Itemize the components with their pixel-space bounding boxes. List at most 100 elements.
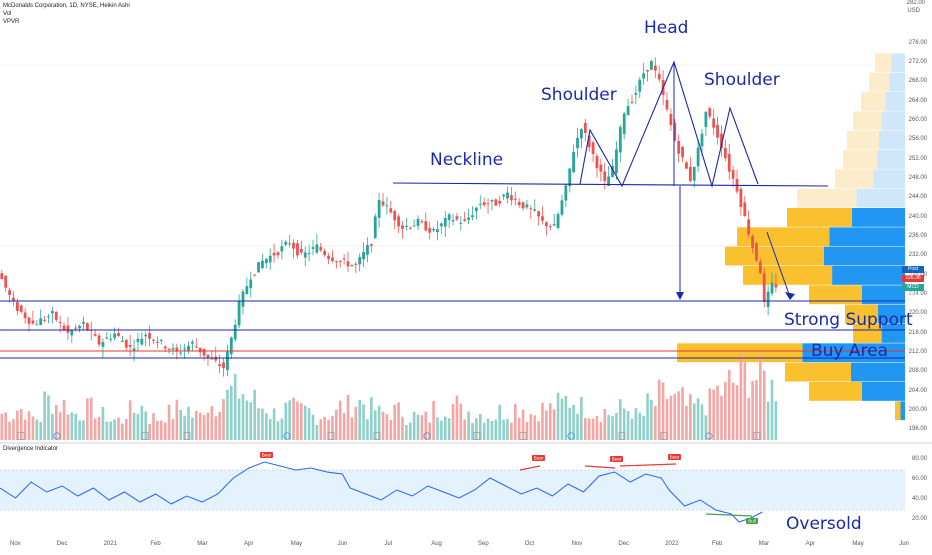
candle-body-163 — [634, 93, 638, 95]
volume-bar-40 — [156, 420, 159, 440]
candle-body-102 — [397, 216, 400, 227]
candle-body-17 — [66, 325, 70, 333]
event-marker-8 — [473, 432, 481, 440]
candle-body-40 — [156, 341, 159, 343]
candle-body-15 — [58, 321, 62, 323]
candle-body-138 — [537, 211, 541, 217]
volume-bar-71 — [276, 421, 280, 440]
candle-body-68 — [264, 258, 268, 264]
volume-bar-53 — [206, 412, 210, 440]
candle-body-66 — [257, 262, 260, 273]
drawn-levels[interactable] — [0, 182, 905, 359]
volume-bar-191 — [743, 362, 747, 440]
volume-bar-75 — [292, 397, 295, 440]
volume-bar-77 — [300, 403, 303, 440]
candle-body-61 — [237, 300, 241, 326]
bear-tag-2 — [610, 456, 623, 462]
volume-bar-0 — [0, 413, 4, 440]
candle-body-120 — [467, 217, 470, 220]
divergence-oscillator: Bear Bear Bear Bear Bull — [0, 452, 763, 524]
time-tick: Aug — [431, 541, 442, 547]
candle-body-147 — [572, 151, 576, 173]
candle-body-93 — [362, 251, 365, 260]
volume-bar-1 — [4, 412, 7, 440]
candle-body-165 — [642, 73, 646, 79]
vpvr-down-17 — [809, 382, 862, 401]
candle-body-174 — [677, 140, 681, 154]
symbol-legend[interactable]: McDonalds Corporation, 1D, NYSE, Heikin … — [3, 3, 130, 9]
candle-body-47 — [183, 348, 187, 350]
candle-body-161 — [626, 106, 630, 116]
volume-bar-49 — [191, 417, 194, 440]
vpvr-down-16 — [785, 362, 851, 382]
candle-body-155 — [603, 171, 607, 181]
vpvr-up-16 — [851, 362, 905, 382]
volume-bar-144 — [560, 398, 564, 440]
vpvr-down-3 — [853, 111, 882, 131]
volume-bar-181 — [704, 415, 708, 440]
candle-body-54 — [210, 358, 214, 360]
volume-bar-115 — [447, 418, 451, 440]
vpvr-up-0 — [891, 53, 905, 73]
neckline-label: Neckline — [430, 150, 504, 170]
candle-body-178 — [692, 166, 696, 181]
event-marker-11 — [618, 432, 626, 440]
candle-body-35 — [136, 338, 140, 342]
volume-bar-135 — [525, 421, 529, 440]
vpvr-down-9 — [737, 227, 830, 247]
candle-body-28 — [109, 338, 113, 340]
volume-bar-182 — [708, 388, 712, 440]
candle-body-71 — [276, 252, 280, 256]
volume-bar-18 — [70, 412, 74, 440]
candle-body-73 — [284, 242, 288, 245]
candle-body-33 — [128, 345, 132, 347]
volume-bar-97 — [377, 405, 381, 440]
candle-body-5 — [19, 305, 23, 312]
candle-body-16 — [62, 325, 66, 330]
candle-body-9 — [35, 324, 39, 326]
volume-bar-169 — [657, 379, 661, 440]
event-marker-0 — [17, 432, 25, 440]
down-arrow — [766, 231, 791, 298]
vpvr-up-18 — [900, 401, 905, 421]
divergence-title[interactable]: Divergence Indicator — [3, 446, 59, 452]
vpvr-legend[interactable]: VPVR — [3, 19, 20, 25]
volume-bar-73 — [284, 402, 288, 440]
candle-body-50 — [194, 346, 198, 348]
candle-body-181 — [704, 111, 708, 127]
event-markers[interactable] — [17, 432, 761, 440]
event-marker-14 — [753, 432, 761, 440]
candle-body-62 — [241, 291, 245, 307]
volume-bar-166 — [646, 393, 649, 440]
candle-body-130 — [506, 192, 509, 199]
volume-bar-117 — [455, 395, 459, 440]
volume-bar-43 — [167, 404, 171, 440]
candle-body-12 — [47, 316, 50, 318]
volume-bar-38 — [148, 424, 151, 440]
candle-body-76 — [296, 243, 299, 256]
candle-body-128 — [498, 200, 502, 204]
bull-divergence — [705, 513, 753, 517]
volume-bar-2 — [8, 421, 11, 440]
volume-bar-47 — [183, 415, 186, 440]
head-shoulders-drawing[interactable] — [579, 60, 795, 300]
volume-legend[interactable]: Vol — [3, 11, 12, 17]
volume-bar-176 — [685, 405, 688, 440]
volume-bar-118 — [459, 403, 463, 440]
oversold-label: Oversold — [786, 514, 862, 534]
candle-body-58 — [226, 350, 229, 371]
event-marker-12 — [660, 432, 668, 440]
candle-body-97 — [377, 200, 381, 218]
vpvr-up-6 — [873, 169, 905, 189]
volume-bar-114 — [443, 416, 447, 440]
candle-body-21 — [82, 322, 85, 324]
candle-body-188 — [731, 170, 735, 179]
volume-bar-44 — [171, 419, 175, 440]
volume-bar-145 — [564, 395, 568, 440]
post-price-badge: Post 226.38 — [902, 266, 924, 279]
event-marker-2 — [141, 432, 149, 440]
candle-body-177 — [688, 166, 692, 181]
volume-bar-128 — [498, 404, 502, 440]
volume-bar-189 — [735, 385, 739, 440]
